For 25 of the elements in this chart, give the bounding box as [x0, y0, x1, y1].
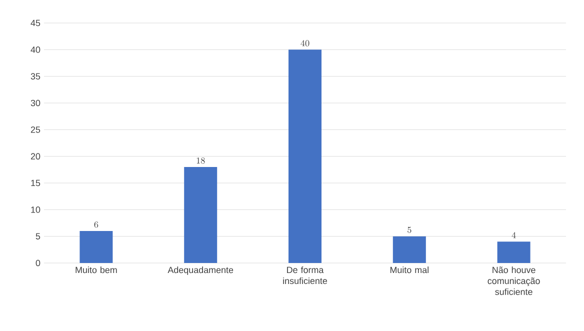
y-tick-label: 25: [30, 126, 40, 133]
bar: [497, 242, 530, 263]
y-tick-label: 45: [30, 20, 40, 26]
data-label: 4: [512, 232, 516, 238]
data-label: 18: [196, 158, 205, 164]
data-label: 6: [94, 222, 98, 228]
bar: [80, 231, 113, 263]
y-tick-label: 20: [30, 153, 40, 160]
y-tick-label: 10: [31, 206, 40, 213]
y-tick-label: 30: [30, 100, 40, 106]
y-tick-label: 0: [36, 260, 40, 266]
y-tick-label: 15: [31, 180, 40, 186]
y-tick-label: 40: [30, 46, 40, 53]
x-tick-label: Adequadamente: [168, 266, 234, 275]
bar: [392, 236, 426, 263]
y-tick-label: 35: [30, 73, 40, 80]
x-tick-label: Muito mal: [390, 266, 428, 274]
x-tick-label: De forma insuficiente: [283, 266, 328, 284]
x-tick-label: Não houve comunicação suficiente: [488, 266, 540, 296]
x-tick-label: Muito bem: [76, 266, 117, 274]
y-tick-label: 5: [36, 233, 40, 240]
bar: [184, 167, 218, 263]
bar: [288, 50, 322, 263]
data-label: 40: [300, 40, 310, 46]
data-label: 5: [408, 226, 412, 234]
